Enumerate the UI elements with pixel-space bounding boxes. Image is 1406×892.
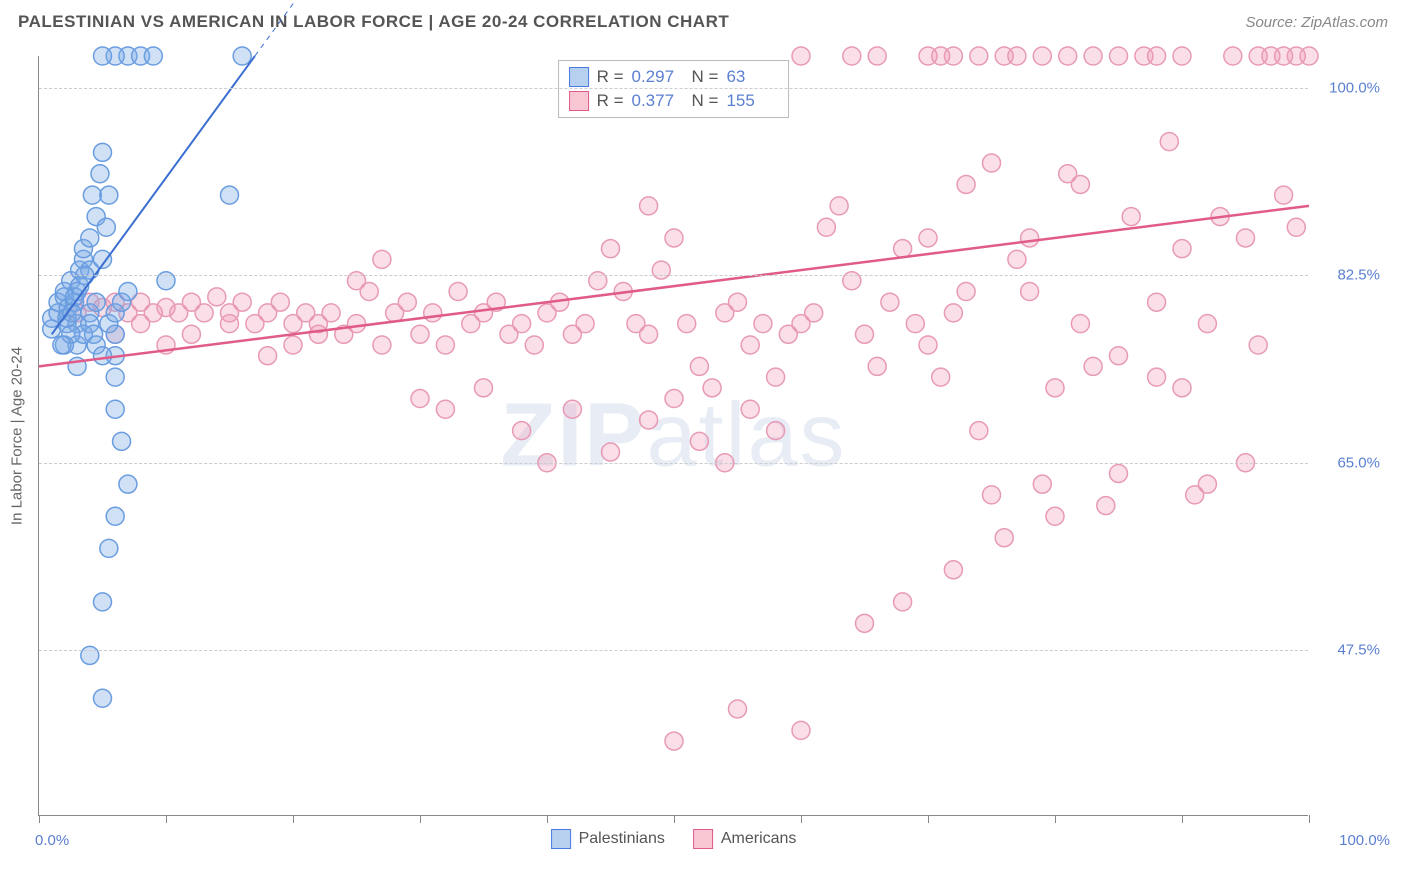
x-tick [928,815,929,823]
r-label: R = [597,91,624,111]
y-tick-label: 65.0% [1337,454,1380,471]
x-axis-min-label: 0.0% [35,832,69,849]
gridline [39,650,1308,651]
x-tick [293,815,294,823]
x-tick [1309,815,1310,823]
n-label: N = [692,91,719,111]
stats-row: R = 0.377 N = 155 [569,89,779,113]
legend-swatch [569,91,589,111]
x-tick [1055,815,1056,823]
source-label: Source: ZipAtlas.com [1245,14,1388,31]
r-label: R = [597,67,624,87]
y-axis-title: In Labor Force | Age 20-24 [9,346,26,524]
r-value: 0.297 [632,67,684,87]
gridline [39,275,1308,276]
legend-item: Palestinians [551,829,665,849]
gridline [39,463,1308,464]
chart-title: PALESTINIAN VS AMERICAN IN LABOR FORCE |… [18,12,729,32]
y-tick-label: 47.5% [1337,642,1380,659]
y-tick-label: 82.5% [1337,267,1380,284]
n-label: N = [692,67,719,87]
x-tick [39,815,40,823]
legend-swatch [569,67,589,87]
n-value: 63 [726,67,778,87]
x-axis-max-label: 100.0% [1339,832,1390,849]
stats-row: R = 0.297 N = 63 [569,65,779,89]
chart-svg [39,56,1308,815]
x-tick [547,815,548,823]
series-legend: Palestinians Americans [551,829,797,849]
gridline [39,88,1308,89]
x-tick [420,815,421,823]
x-tick [1182,815,1183,823]
y-tick-label: 100.0% [1329,80,1380,97]
legend-swatch [551,829,571,849]
n-value: 155 [726,91,778,111]
plot-area: ZIPatlas In Labor Force | Age 20-24 R = … [38,56,1308,816]
x-tick [166,815,167,823]
legend-item: Americans [693,829,797,849]
legend-swatch [693,829,713,849]
legend-label: Palestinians [579,830,665,848]
legend-label: Americans [721,830,797,848]
x-tick [674,815,675,823]
x-tick [801,815,802,823]
r-value: 0.377 [632,91,684,111]
